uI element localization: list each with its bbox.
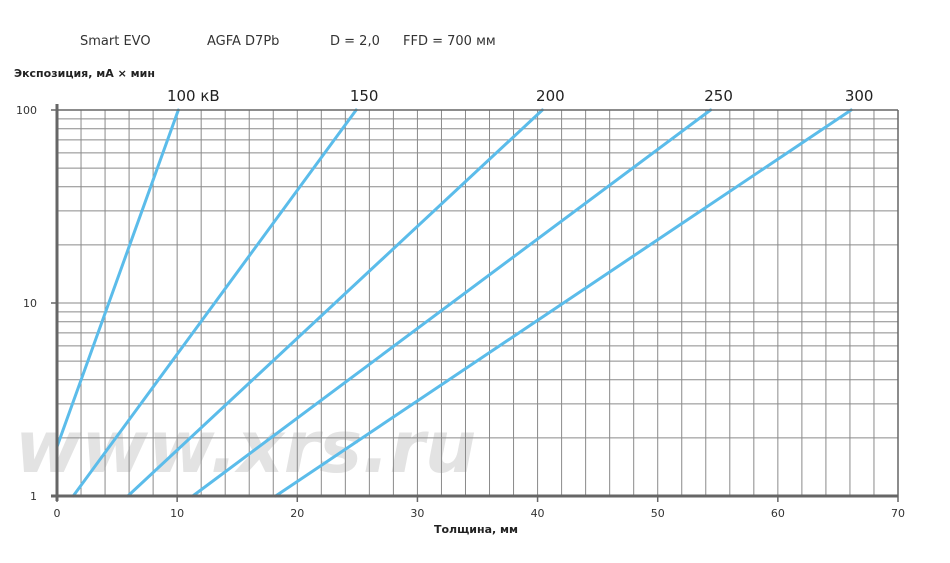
x-tick-label: 30 (410, 507, 424, 520)
ffd-label: FFD = 700 мм (403, 34, 496, 49)
series-line-300 (274, 108, 853, 498)
x-tick-label: 20 (290, 507, 304, 520)
device-label: Smart EVO (80, 34, 151, 49)
y-tick-label: 1 (30, 490, 37, 503)
series-line-150 (71, 108, 358, 498)
density-label: D = 2,0 (330, 34, 380, 49)
y-tick-label: 10 (23, 297, 37, 310)
x-tick-label: 60 (771, 507, 785, 520)
series-line-250 (191, 108, 713, 498)
x-tick-label: 40 (531, 507, 545, 520)
series-label: 200 (536, 87, 565, 105)
y-tick-label: 100 (16, 104, 37, 117)
series-label: 300 (845, 87, 874, 105)
series-line-100-кВ (55, 108, 180, 449)
series-label: 150 (350, 87, 379, 105)
x-tick-label: 0 (54, 507, 61, 520)
watermark: www.xrs.ru (15, 405, 476, 489)
x-tick-label: 70 (891, 507, 905, 520)
y-axis-title: Экспозиция, мА × мин (14, 67, 155, 80)
series-line-200 (126, 108, 544, 498)
x-axis-title: Толщина, мм (434, 523, 518, 536)
x-tick-label: 10 (170, 507, 184, 520)
x-tick-label: 50 (651, 507, 665, 520)
series-label: 100 кВ (167, 87, 220, 105)
series-label: 250 (704, 87, 733, 105)
film-label: AGFA D7Pb (207, 34, 280, 49)
